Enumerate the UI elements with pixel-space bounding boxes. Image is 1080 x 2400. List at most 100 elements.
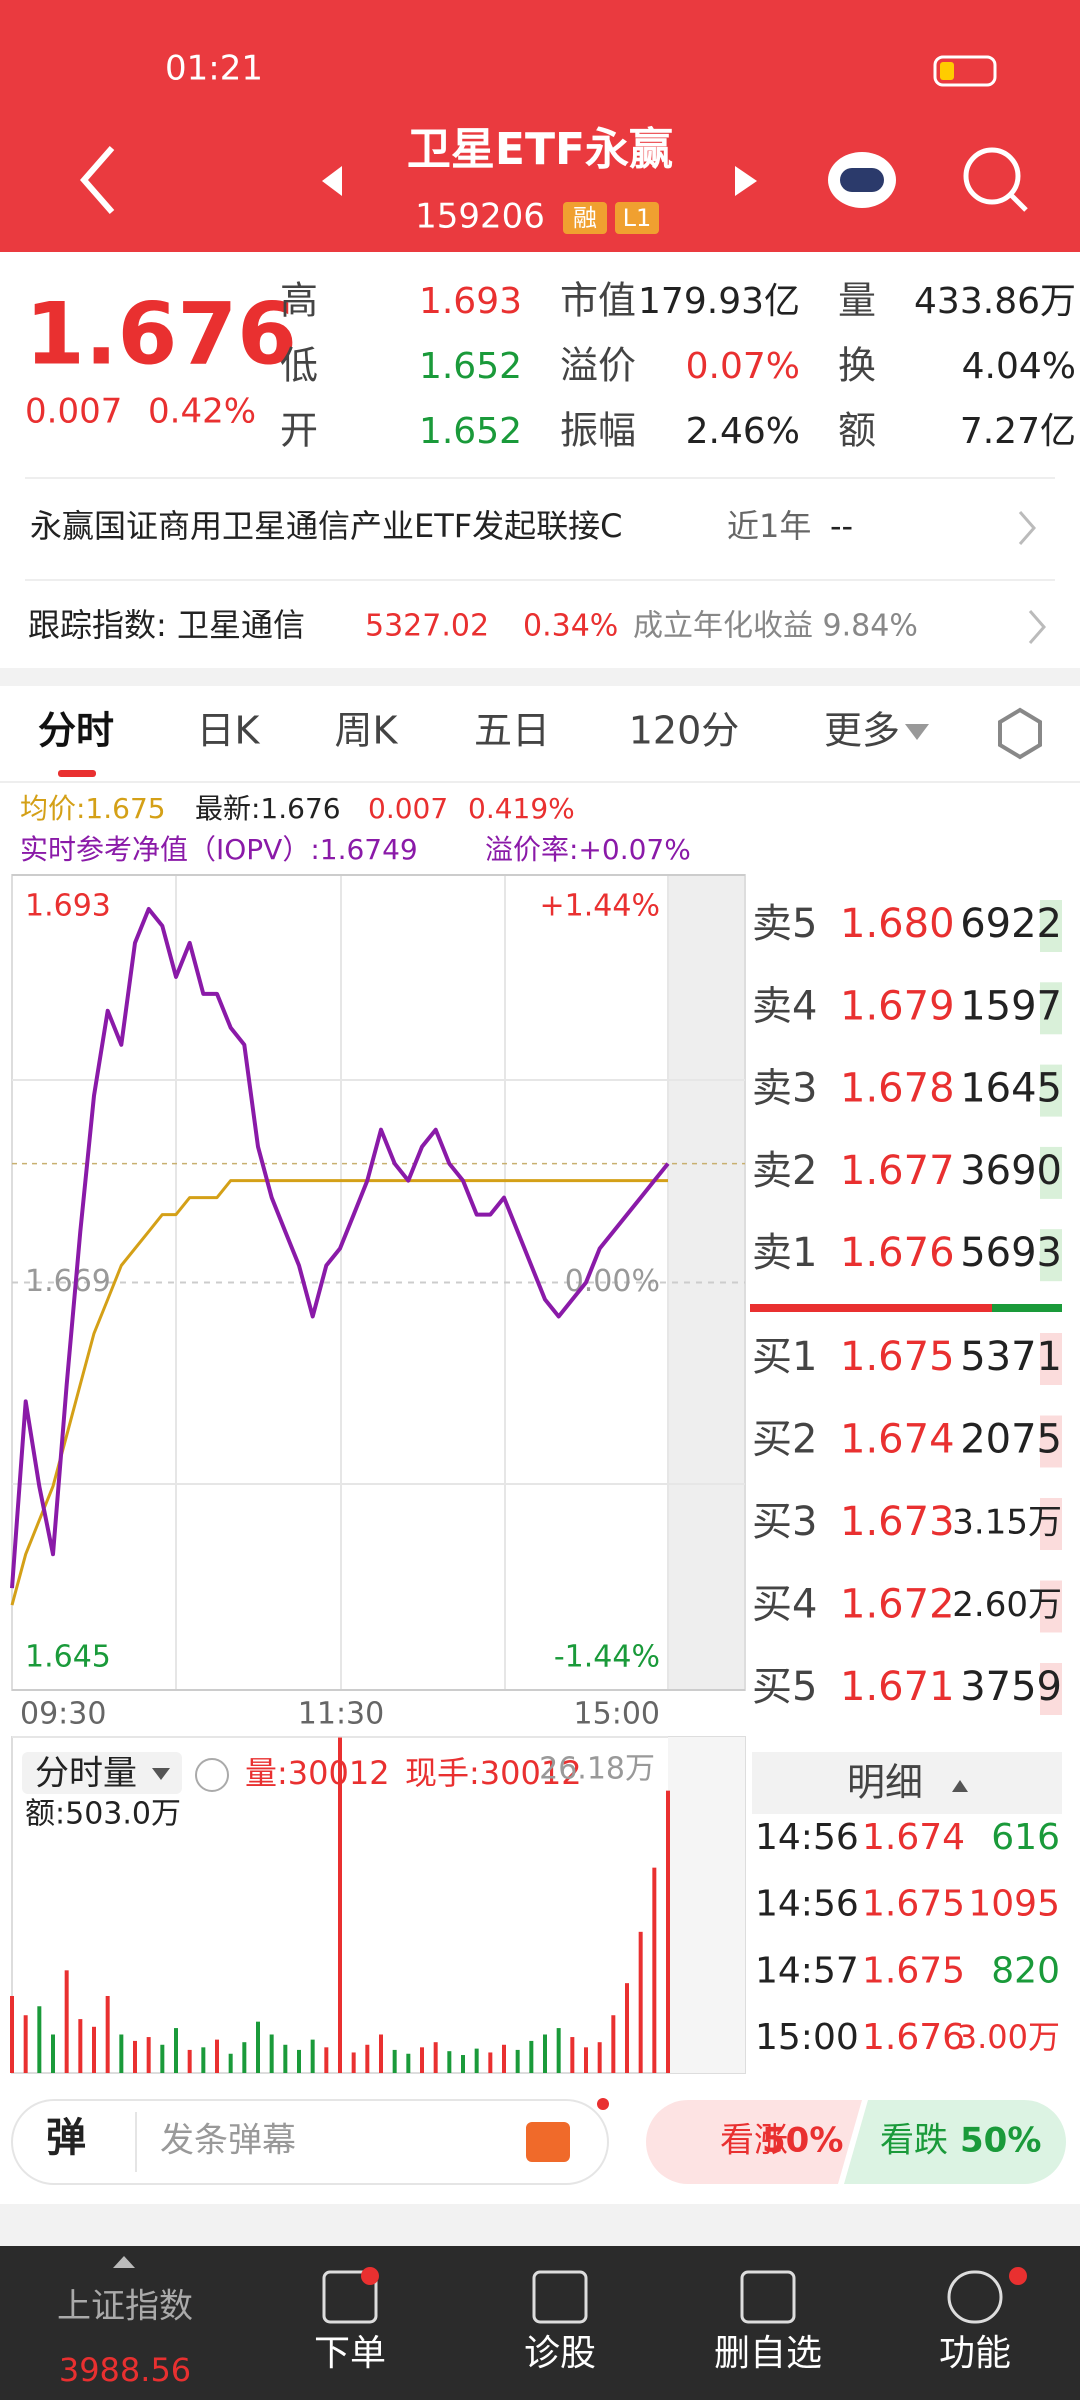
stock-title: 卫星ETF永赢 <box>407 124 673 175</box>
volume-bar <box>146 2037 151 2073</box>
volume-hand: 现手:30012 <box>405 1754 582 1792</box>
nav-item[interactable]: 删自选 <box>714 2333 822 2374</box>
assistant-face <box>840 168 884 192</box>
trade-volume: 820 <box>991 1950 1060 1991</box>
stat-label: 额 <box>838 409 876 453</box>
volume-bar <box>297 2049 301 2073</box>
volume-bar <box>474 2048 479 2073</box>
tab[interactable]: 周K <box>335 709 399 753</box>
stat-label: 振幅 <box>560 409 636 453</box>
book-price: 1.675 <box>840 1334 955 1380</box>
pct-tick-label: +1.44% <box>540 889 660 924</box>
section-gap <box>0 2204 1080 2246</box>
volume-bar <box>392 2049 397 2073</box>
volume-bar <box>652 1867 657 2073</box>
depth-bar <box>1040 1064 1062 1117</box>
nav-index-name[interactable]: 上证指数 <box>57 2287 193 2327</box>
volume-bar <box>406 2053 411 2073</box>
depth-bar <box>1040 982 1062 1035</box>
stock-code: 159206 <box>415 197 545 237</box>
stat-label: 低 <box>280 344 318 388</box>
volume-bar <box>666 1790 670 2073</box>
settings-button[interactable] <box>998 707 1042 760</box>
volume-bar <box>324 2047 329 2073</box>
vote-down[interactable] <box>844 2100 1066 2184</box>
ratio-green <box>992 1304 1062 1312</box>
stat-label: 开 <box>280 409 318 453</box>
volume-bar <box>597 2042 602 2073</box>
x-tick-label: 11:30 <box>298 1697 384 1732</box>
trades-title[interactable]: 明细 <box>847 1761 923 1805</box>
book-label: 买3 <box>752 1499 817 1545</box>
volume-bar <box>64 1970 69 2073</box>
volume-bar <box>338 1737 342 2073</box>
back-button[interactable] <box>80 146 115 214</box>
nav-icon <box>532 2270 588 2324</box>
book-price: 1.678 <box>840 1066 955 1112</box>
volume-bar <box>228 2053 233 2073</box>
stat-value: 4.04% <box>962 346 1076 387</box>
stat-value: 1.652 <box>419 411 522 452</box>
chevron <box>1028 610 1046 644</box>
vote-down-pct: 50% <box>960 2121 1041 2161</box>
help-icon[interactable] <box>195 1758 229 1792</box>
stat-value: 1.652 <box>419 346 522 387</box>
tab[interactable]: 更多 <box>824 709 900 753</box>
badge-bg <box>563 202 607 234</box>
pct-tick-label: 0.00% <box>565 1264 660 1299</box>
y-tick-label: 1.669 <box>25 1264 111 1299</box>
book-label: 卖2 <box>752 1148 817 1194</box>
stat-label: 溢价 <box>560 344 636 388</box>
x-tick-label: 09:30 <box>20 1697 106 1732</box>
prev-button[interactable] <box>322 166 342 196</box>
tab[interactable]: 120分 <box>629 709 740 753</box>
danmaku-icon: 弹 <box>46 2115 86 2161</box>
stat-label: 市值 <box>560 279 636 323</box>
volume-bar <box>78 2019 83 2073</box>
book-qty: 2075 <box>960 1417 1062 1463</box>
gift-icon[interactable] <box>526 2122 570 2162</box>
legend-change: 0.007 <box>368 792 448 825</box>
trade-time: 14:56 <box>755 1884 859 1925</box>
nav-item[interactable]: 下单 <box>314 2333 386 2374</box>
danmaku-input[interactable] <box>11 2099 609 2185</box>
nav-item[interactable]: 功能 <box>939 2333 1011 2374</box>
nav-item[interactable]: 诊股 <box>524 2333 596 2374</box>
volume-max-label: 26.18万 <box>539 1752 655 1787</box>
sort-arrow <box>952 1780 968 1792</box>
price-line <box>10 907 670 1589</box>
volume-bar <box>310 2039 315 2073</box>
volume-selector[interactable]: 分时量 <box>35 1754 137 1794</box>
volume-bar <box>10 1995 14 2073</box>
book-label: 买5 <box>752 1664 817 1710</box>
notify-dot <box>597 2098 609 2110</box>
tab[interactable]: 分时 <box>38 709 114 753</box>
volume-bar <box>23 2015 28 2073</box>
tab[interactable]: 日K <box>197 709 261 753</box>
volume-bar <box>570 2037 575 2073</box>
nav-icon <box>740 2270 796 2324</box>
volume-bar <box>502 2044 506 2073</box>
next-button[interactable] <box>735 166 757 196</box>
tab[interactable]: 五日 <box>474 709 550 753</box>
vote-up[interactable] <box>646 2100 862 2184</box>
volume-bar <box>92 2026 96 2073</box>
search-button[interactable] <box>963 147 1021 205</box>
notify-dot <box>1009 2267 1027 2285</box>
legend-latest: 最新:1.676 <box>195 792 341 825</box>
depth-bar <box>1040 1498 1062 1550</box>
stat-value: 2.46% <box>686 411 800 452</box>
trade-price: 1.676 <box>862 2017 965 2058</box>
index-label[interactable]: 跟踪指数: 卫星通信 <box>28 606 305 644</box>
book-label: 买1 <box>752 1334 817 1380</box>
volume-bar <box>625 1983 629 2073</box>
volume-bar <box>37 2006 42 2073</box>
fund-name[interactable]: 永赢国证商用卫星通信产业ETF发起联接C <box>30 507 623 545</box>
fund-return: -- <box>830 507 853 545</box>
danmaku-placeholder: 发条弹幕 <box>160 2121 296 2161</box>
fund-period: 近1年 <box>727 507 811 545</box>
header-bg <box>0 0 1080 252</box>
nav-index-value: 3988.56 <box>59 2351 191 2389</box>
legend-pct: 0.419% <box>468 792 575 825</box>
